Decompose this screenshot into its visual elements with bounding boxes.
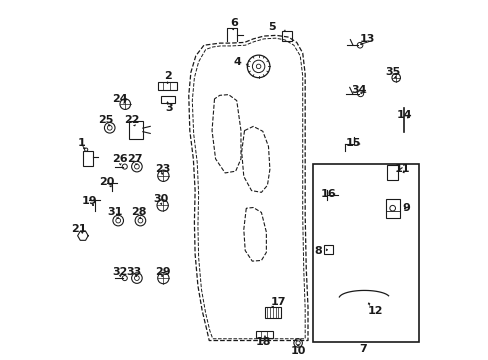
- Text: 25: 25: [98, 115, 114, 125]
- Text: 26: 26: [112, 154, 128, 164]
- Text: 20: 20: [99, 177, 114, 187]
- Bar: [281, 31, 291, 41]
- Text: 1: 1: [78, 138, 85, 148]
- Text: 27: 27: [126, 154, 142, 164]
- Bar: [386, 165, 397, 180]
- Text: 29: 29: [155, 267, 170, 277]
- Text: 9: 9: [402, 203, 409, 213]
- Text: 12: 12: [366, 306, 382, 315]
- Text: 21: 21: [71, 224, 86, 234]
- Bar: [160, 96, 174, 103]
- Bar: [385, 198, 399, 218]
- Text: 23: 23: [155, 165, 170, 174]
- Text: 15: 15: [345, 138, 360, 148]
- Text: 31: 31: [107, 207, 122, 217]
- Text: 28: 28: [131, 207, 146, 217]
- Text: 22: 22: [124, 115, 140, 125]
- Bar: [83, 151, 93, 166]
- Text: 14: 14: [396, 110, 411, 120]
- Text: 30: 30: [153, 194, 168, 204]
- Text: 33: 33: [126, 267, 142, 277]
- Text: 2: 2: [163, 71, 171, 81]
- Bar: [264, 307, 280, 318]
- Text: 6: 6: [229, 18, 237, 28]
- Text: 4: 4: [233, 57, 241, 67]
- Text: 35: 35: [384, 67, 400, 77]
- Bar: [324, 246, 332, 254]
- Text: 17: 17: [270, 297, 285, 307]
- Bar: [129, 121, 142, 139]
- Text: 32: 32: [112, 267, 128, 277]
- Text: 24: 24: [112, 94, 128, 104]
- Bar: [158, 82, 177, 90]
- Text: 3: 3: [165, 103, 172, 113]
- Bar: [256, 330, 273, 338]
- Text: 18: 18: [256, 337, 271, 347]
- Text: 10: 10: [290, 346, 305, 356]
- Text: 8: 8: [314, 246, 322, 256]
- Text: 19: 19: [82, 196, 98, 206]
- Bar: [313, 164, 418, 342]
- Text: 34: 34: [351, 85, 366, 95]
- Text: 5: 5: [268, 22, 276, 32]
- Text: 16: 16: [320, 189, 336, 199]
- Text: 7: 7: [358, 345, 366, 354]
- Text: 11: 11: [394, 165, 409, 174]
- Text: 13: 13: [359, 34, 374, 44]
